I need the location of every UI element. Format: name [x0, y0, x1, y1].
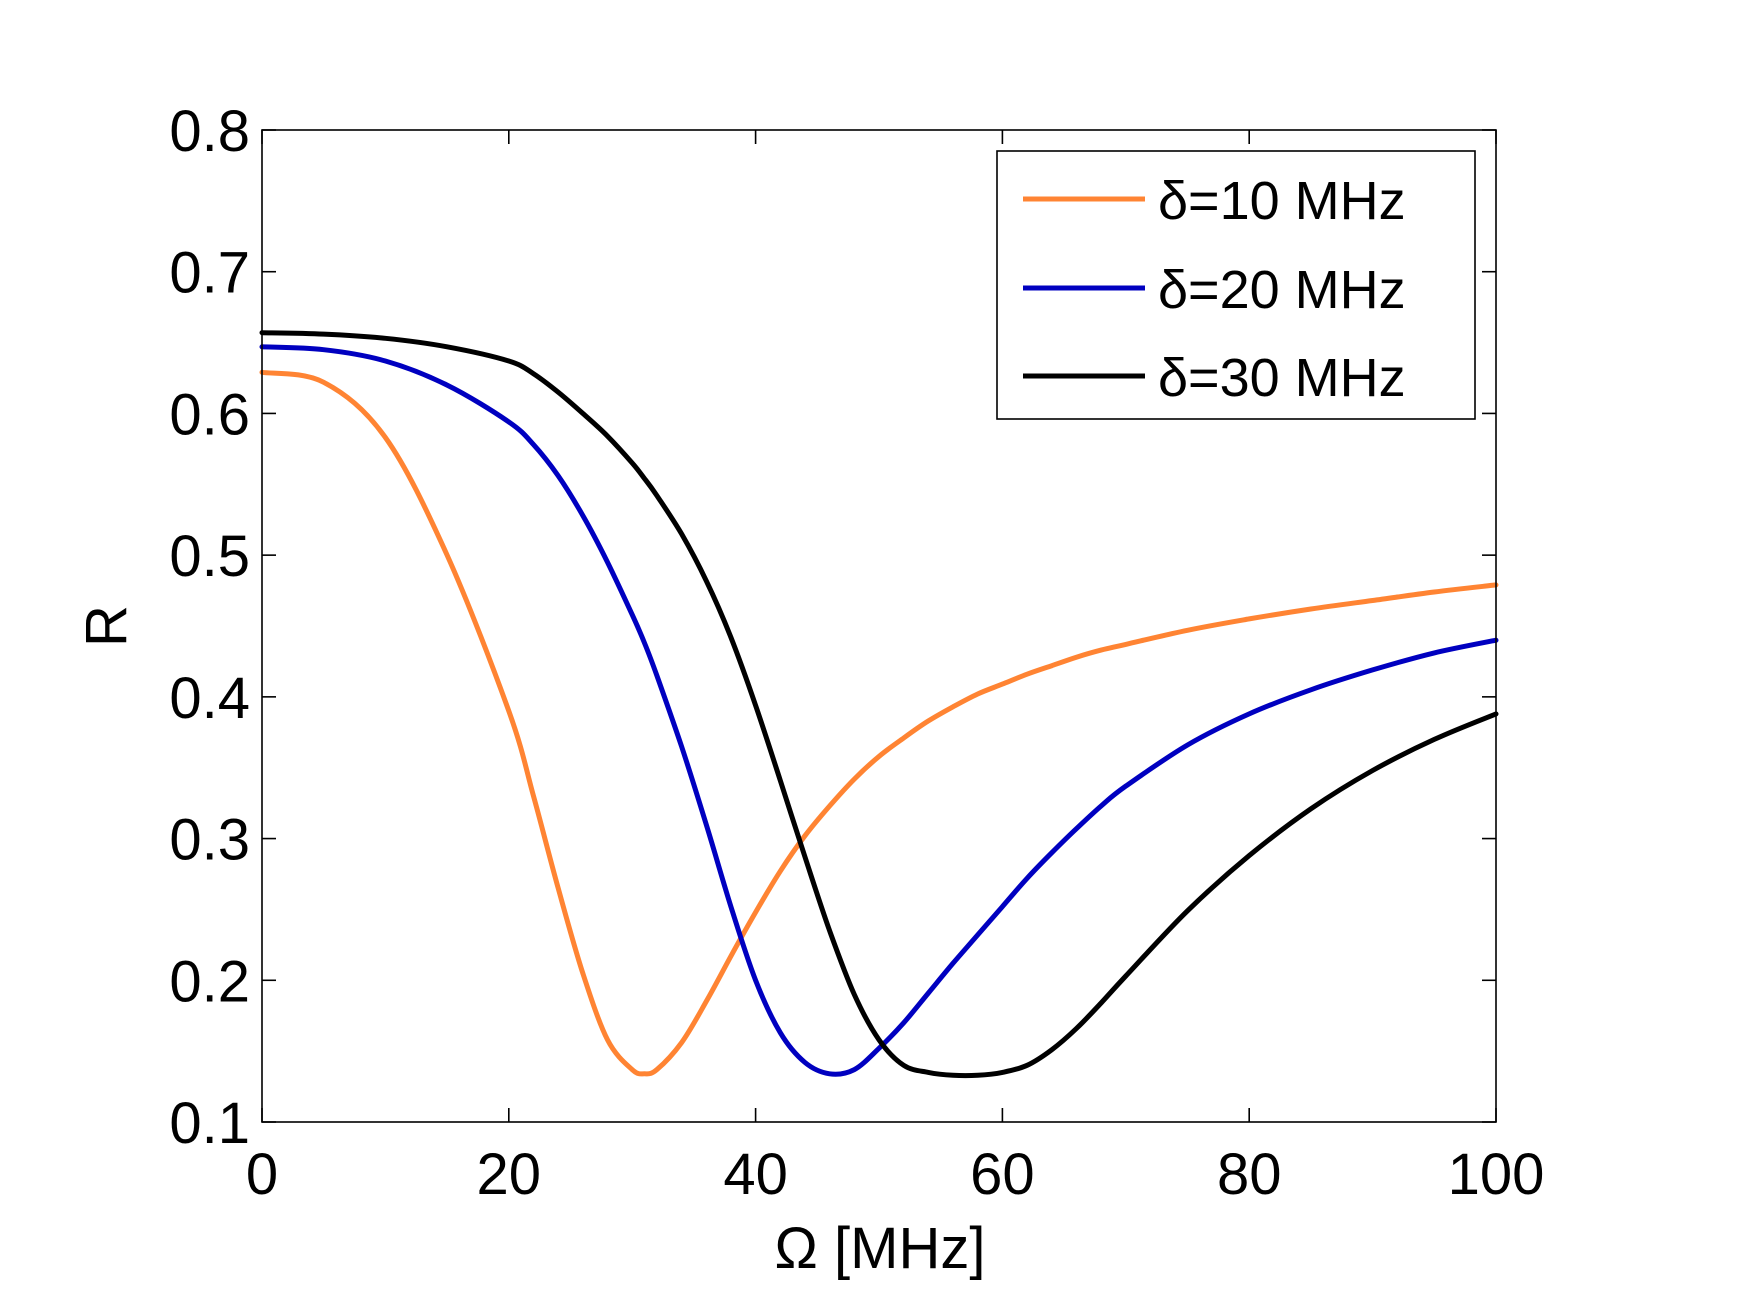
x-tick-label: 80 [1217, 1142, 1282, 1207]
y-tick-label: 0.7 [169, 241, 250, 306]
x-tick-label: 60 [970, 1142, 1035, 1207]
y-tick-label: 0.6 [169, 382, 250, 447]
y-tick-label: 0.3 [169, 808, 250, 873]
legend-label-3: δ=30 MHz [1158, 348, 1406, 408]
series-line-3 [259, 330, 1499, 1079]
series-line-1 [259, 369, 1499, 1077]
y-tick-label: 0.5 [169, 524, 250, 589]
tick-layer: 0 20 40 60 80 100 0.1 0.2 0.3 0.4 0.5 0.6 0.7 0.8 [169, 99, 1544, 1207]
legend: δ=10 MHz δ=20 MHz δ=30 MHz [996, 150, 1476, 420]
legend-label-2: δ=20 MHz [1158, 260, 1406, 320]
series-layer [259, 330, 1499, 1079]
x-tick-label: 100 [1448, 1142, 1545, 1207]
x-tick-label: 20 [477, 1142, 542, 1207]
plot-frame [261, 129, 1497, 1123]
x-axis-label: Ω [MHz] [775, 1216, 986, 1281]
y-tick-label: 0.1 [169, 1091, 250, 1156]
series-line-2 [259, 344, 1499, 1077]
y-tick-label: 0.8 [169, 99, 250, 164]
x-tick-label: 40 [723, 1142, 788, 1207]
x-tick-label: 0 [246, 1142, 278, 1207]
legend-label-1: δ=10 MHz [1158, 171, 1406, 231]
y-axis-label: R [74, 605, 139, 647]
y-tick-label: 0.2 [169, 949, 250, 1014]
y-tick-label: 0.4 [169, 666, 250, 731]
